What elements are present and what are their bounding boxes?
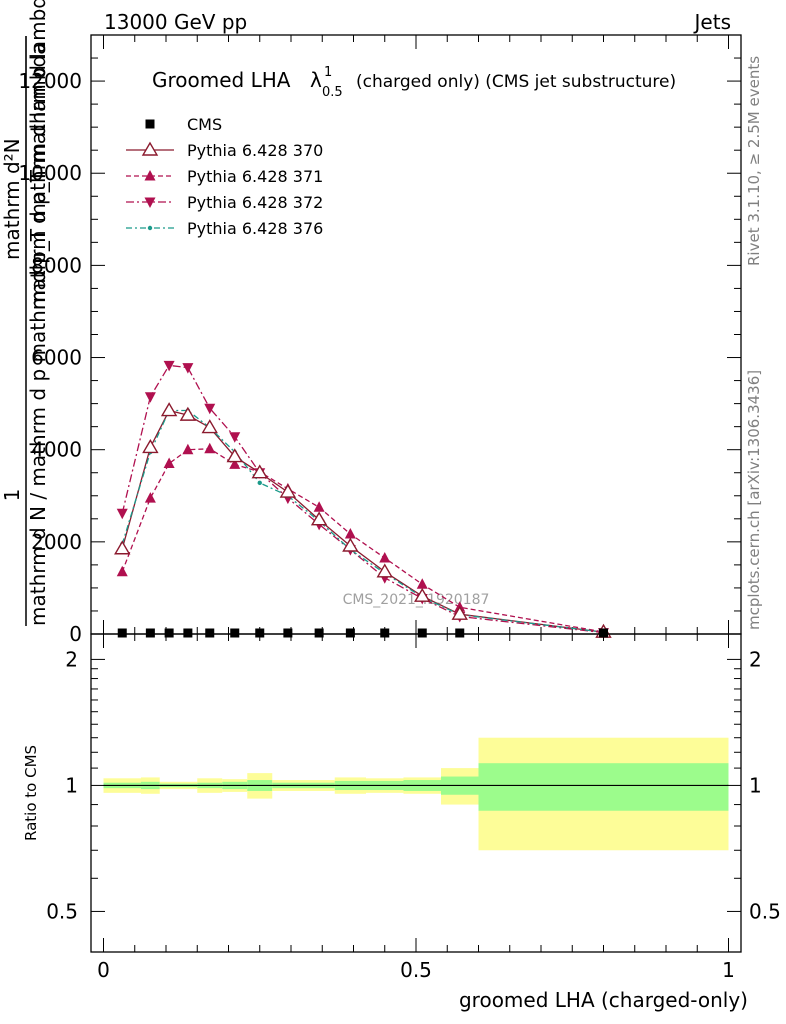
series-line-2: [121, 448, 604, 633]
ratio-ytick-label-left-1: 1: [65, 773, 78, 797]
series-1-point-7: [279, 483, 297, 498]
series-2-point-2: [163, 457, 175, 469]
series-2-point-10: [379, 551, 391, 563]
x-axis-label: groomed LHA (charged-only): [459, 988, 748, 1012]
main-ytick-label-0: 0: [69, 622, 82, 646]
series-3-point-2: [163, 360, 175, 372]
series-0-point-12: [455, 628, 465, 638]
series-0-point-5: [230, 628, 240, 638]
legend: CMS Pythia 6.428 370 Pythia 6.428 371 Pythi…: [126, 115, 323, 238]
title-subscript: 0.5: [322, 85, 343, 100]
series-1-point-11: [414, 587, 431, 602]
series-2-point-4: [204, 442, 216, 454]
series-2-point-9: [344, 528, 356, 539]
title-superscript: 1: [324, 65, 332, 80]
series-3-point-1: [144, 392, 156, 403]
series-0-point-6: [255, 628, 265, 638]
legend-marker-3: [144, 197, 156, 208]
series-2-point-3: [182, 443, 194, 455]
series-1-point-6: [251, 464, 268, 479]
chart-title: Groomed LHA λ 1 0.5 (charged only) (CMS …: [152, 65, 676, 100]
series-1-point-5: [226, 448, 243, 463]
ratio-plot-panel: 0 0.5 1 0.5 0.5 1 1 2 2: [46, 633, 781, 982]
side-label-top: Rivet 3.1.10, ≥ 2.5M events: [745, 56, 763, 266]
legend-label-1: Pythia 6.428 370: [187, 141, 323, 160]
series-1-point-10: [376, 563, 393, 578]
series-1-point-8: [310, 511, 328, 526]
legend-label-0: CMS: [187, 115, 222, 134]
legend-label-3: Pythia 6.428 372: [187, 193, 323, 212]
ratio-ylabel: Ratio to CMS: [22, 745, 40, 841]
series-1-point-3: [179, 406, 197, 421]
main-ytick-label-1: 2000: [31, 530, 82, 554]
title-symbol: λ: [310, 68, 322, 92]
ratio-ytick-label-right-0: 0.5: [749, 899, 781, 923]
series-0-point-3: [183, 628, 193, 638]
side-label-bottom: mcplots.cern.ch [arXiv:1306.3436]: [745, 370, 763, 630]
main-ytick-label-6: 12000: [18, 69, 82, 93]
series-1-point-9: [342, 537, 359, 552]
series-1-point-12: [451, 605, 468, 620]
series-0-point-1: [145, 628, 155, 638]
header-left: 13000 GeV pp: [104, 10, 247, 34]
legend-marker-0: [145, 119, 155, 129]
legend-label-2: Pythia 6.428 371: [187, 167, 323, 186]
ylabel-numerator: 1: [0, 489, 24, 502]
series-3-point-4: [204, 403, 216, 415]
series-0-point-2: [164, 628, 174, 638]
series-2-point-8: [313, 501, 325, 512]
series-1-point-4: [201, 419, 218, 434]
series-3-point-3: [182, 363, 194, 374]
ylabel-denominator: mathrm d N / mathrm d p mathrmd p_T math…: [26, 43, 50, 626]
series-2-point-1: [144, 492, 156, 503]
series-1-point-1: [142, 438, 159, 454]
legend-label-4: Pythia 6.428 376: [187, 219, 323, 238]
title-rest: (charged only) (CMS jet substructure): [356, 72, 676, 92]
main-ytick-label-4: 8000: [31, 253, 82, 277]
legend-marker-1: [141, 141, 159, 156]
ratio-ytick-label-left-2: 2: [65, 647, 78, 671]
series-0-point-13: [599, 628, 608, 638]
ratio-inner-band-13: [478, 763, 729, 811]
title-main: Groomed LHA: [152, 68, 291, 92]
main-plot-panel: 0 2000 4000 6000 8000 10000 12000: [18, 34, 742, 646]
main-ytick-label-5: 10000: [18, 161, 82, 185]
ylabel-frac-numerator: mathrm d²N: [0, 138, 24, 260]
series-0-point-11: [417, 628, 427, 638]
ratio-ytick-label-left-0: 0.5: [46, 899, 78, 923]
series-0-point-10: [380, 628, 390, 638]
series-3-point-0: [116, 508, 128, 520]
series-2-point-5: [229, 458, 241, 469]
series-0-point-8: [314, 628, 324, 638]
series-0-point-9: [345, 628, 355, 638]
series-2-point-11: [416, 578, 428, 589]
main-ytick-label-2: 4000: [31, 438, 82, 462]
main-ytick-label-3: 6000: [31, 346, 82, 370]
series-3-point-5: [229, 432, 241, 443]
x-tick-label-2: 1: [722, 958, 735, 982]
legend-marker-2: [144, 170, 156, 181]
header-right: Jets: [693, 10, 731, 34]
main-ylabel: 1 mathrm d N / mathrm d p mathrmd p_T ma…: [0, 0, 50, 626]
ylabel-frac-denominator: mathrm d p_T mathrm d lambda: [26, 0, 50, 310]
series-1-point-0: [114, 540, 131, 555]
series-0-point-7: [283, 628, 293, 638]
series-line-3: [121, 364, 604, 634]
series-4-point-6: [257, 480, 262, 486]
series-0-point-0: [117, 628, 127, 638]
legend-marker-4: [147, 225, 153, 231]
series-2-point-0: [116, 565, 128, 577]
series-1-point-2: [160, 402, 178, 417]
ratio-ytick-label-right-1: 1: [749, 773, 762, 797]
x-tick-label-1: 0.5: [400, 958, 432, 982]
series-0-point-4: [205, 628, 215, 638]
ratio-ytick-label-right-2: 2: [749, 647, 762, 671]
x-tick-label-0: 0: [97, 958, 110, 982]
